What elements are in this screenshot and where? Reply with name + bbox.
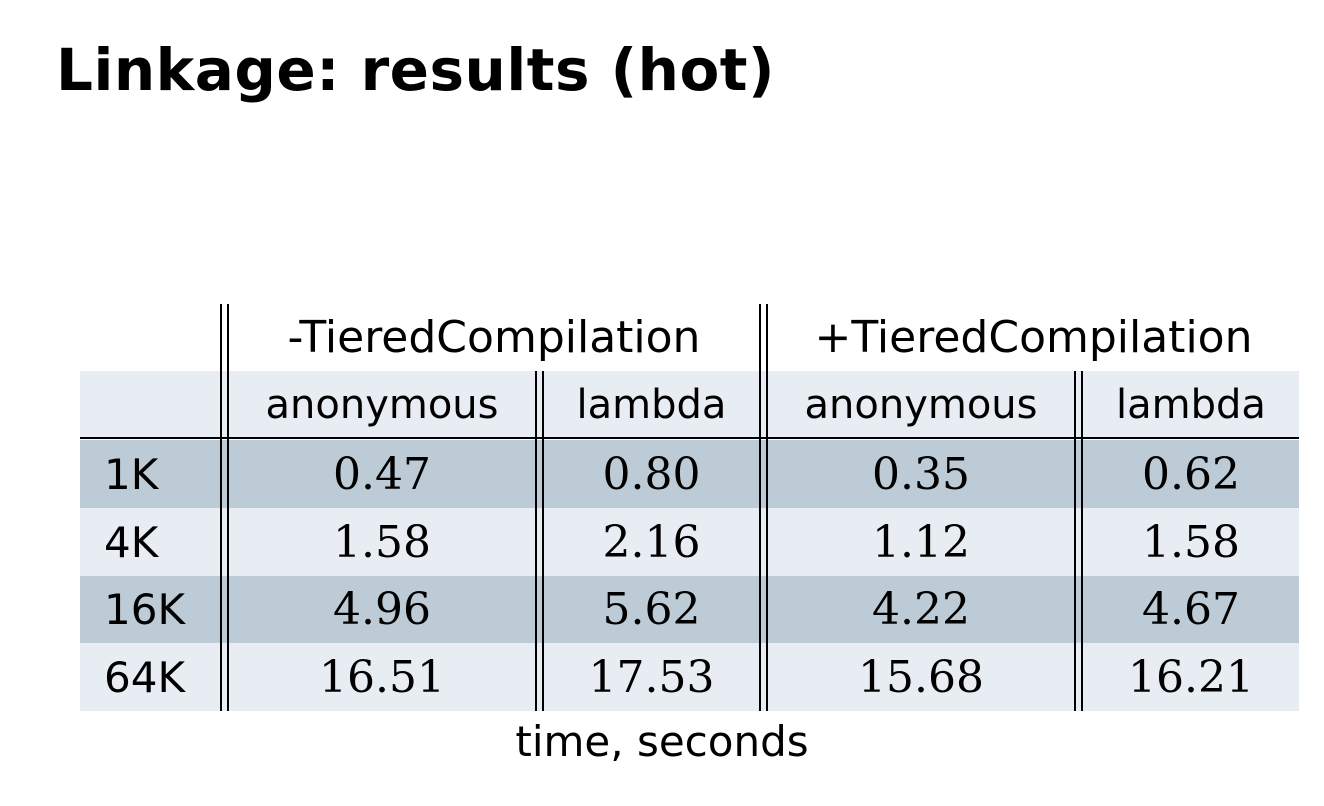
row-bg-4k [80,508,1299,576]
row-label: 64K [104,652,185,702]
subheader-lambda-2: lambda [1116,381,1266,428]
row-label: 1K [104,449,159,499]
value-cell: 16.21 [1128,651,1254,703]
table-caption: time, seconds [515,717,809,766]
subheader-anonymous-1: anonymous [265,381,499,428]
value-cell: 15.68 [858,651,984,703]
value-cell: 4.22 [872,584,970,635]
rule-mid-left-a [535,371,537,711]
value-cell: 2.16 [602,516,701,568]
group-header-plus-tiered: +TieredCompilation [814,312,1253,363]
value-cell: 1.58 [1142,516,1240,568]
results-table: -TieredCompilation +TieredCompilation an… [80,304,1299,711]
row-label: 16K [104,585,185,634]
rule-mid-right-a [1074,371,1076,711]
value-cell: 0.62 [1142,448,1240,500]
header-rule [80,437,1299,439]
value-cell: 1.12 [872,516,970,568]
value-cell: 0.47 [333,448,431,500]
row-bg-1k [80,440,1299,508]
rule-mid-left-b [542,371,544,711]
value-cell: 4.96 [333,584,431,635]
rule-groups-a [759,304,761,711]
rule-after-labels-b [227,304,229,711]
value-cell: 4.67 [1142,584,1240,635]
subheader-anonymous-2: anonymous [804,381,1038,428]
rule-groups-b [766,304,768,711]
value-cell: 1.58 [333,516,431,568]
slide-title: Linkage: results (hot) [56,36,776,104]
group-header-minus-tiered: -TieredCompilation [287,312,701,363]
row-bg-64k [80,643,1299,711]
value-cell: 5.62 [602,584,701,635]
value-cell: 16.51 [319,651,445,703]
row-bg-16k [80,576,1299,643]
rule-after-labels-a [220,304,222,711]
value-cell: 17.53 [588,651,715,703]
subheader-row-bg [80,371,1299,438]
rule-mid-right-b [1081,371,1083,711]
value-cell: 0.35 [872,448,970,500]
value-cell: 0.80 [602,448,701,500]
row-label: 4K [104,517,159,567]
subheader-lambda-1: lambda [576,381,727,428]
